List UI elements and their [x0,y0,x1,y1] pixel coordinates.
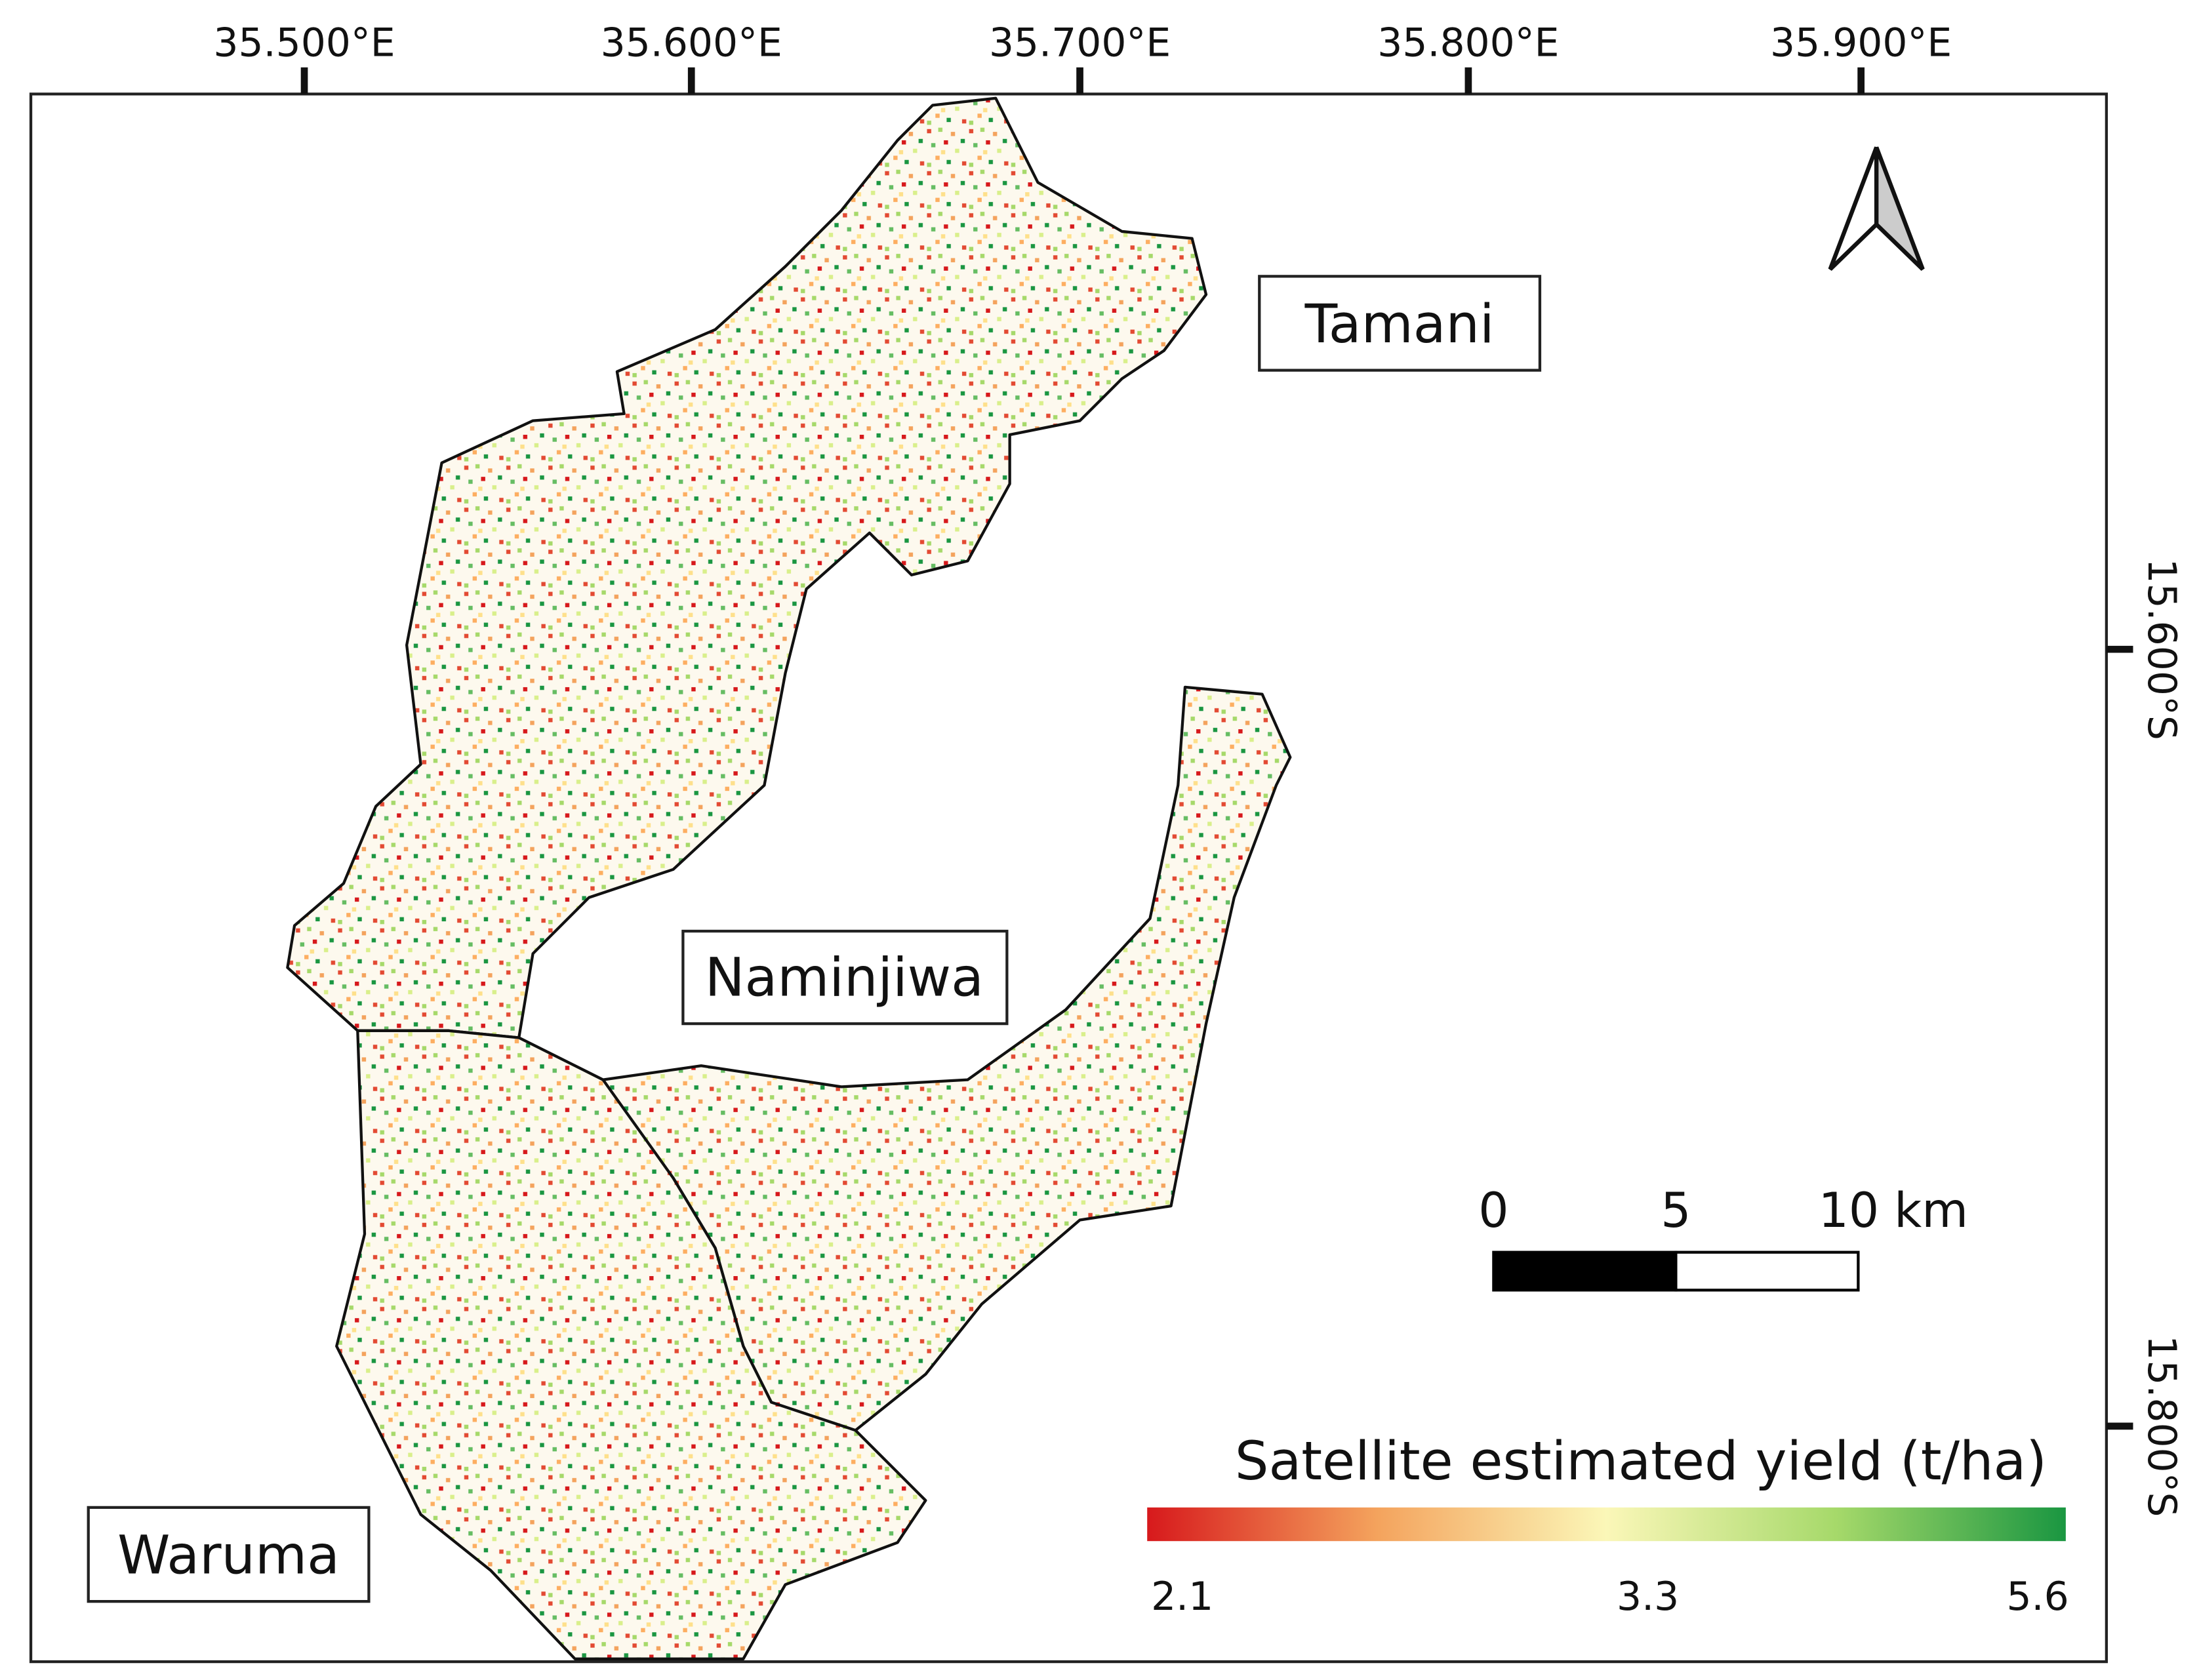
place-label: Naminjiwa [705,947,984,1009]
scale-label: 10 km [1819,1184,1969,1239]
place-label: Waruma [117,1525,340,1586]
place-label: Tamani [1304,294,1495,355]
y-tick-label: 15.800°S [2139,1335,2185,1517]
legend-tick-label: 2.1 [1151,1574,1213,1620]
map-frame [29,92,2108,1664]
namin-region-north [286,96,1208,1039]
legend-tick-label: 3.3 [1617,1574,1679,1620]
north-arrow [1828,146,1925,271]
x-tick-label: 35.900°E [1770,20,1952,66]
label-box [681,929,1009,1026]
waruma-region [335,1029,927,1660]
scale-label: 0 [1478,1184,1508,1239]
legend-title: Satellite estimated yield (t/ha) [1235,1431,2047,1492]
label-box [87,1506,371,1603]
x-tick-label: 35.500°E [213,20,395,66]
y-tick-label: 15.600°S [2139,558,2185,740]
x-tick-label: 35.800°E [1377,20,1559,66]
scale-bar-black [1492,1250,1678,1292]
legend-tick-label: 5.6 [2006,1574,2068,1620]
scale-label: 5 [1661,1184,1691,1239]
label-box [1258,275,1542,372]
x-tick-label: 35.700°E [989,20,1171,66]
scale-bar-white [1674,1250,1860,1292]
legend-colorbar [1147,1507,2066,1542]
x-tick-label: 35.600°E [601,20,782,66]
